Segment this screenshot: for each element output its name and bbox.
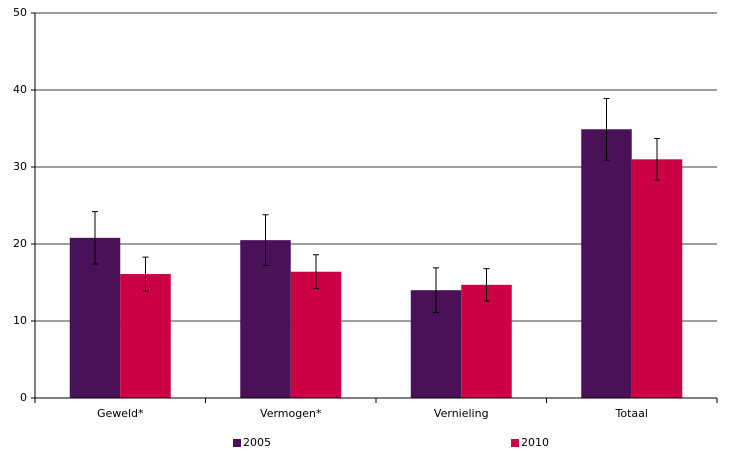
error-bar xyxy=(433,267,439,314)
error-bar xyxy=(92,211,98,265)
bar xyxy=(120,274,171,398)
x-tick-label: Vermogen* xyxy=(260,407,322,420)
bar xyxy=(69,237,121,398)
y-tick-label: 50 xyxy=(13,6,27,19)
error-bar xyxy=(483,268,490,302)
y-tick-label: 40 xyxy=(13,83,27,96)
legend-label: 2005 xyxy=(243,436,271,449)
y-tick-label: 0 xyxy=(20,391,27,404)
y-tick-label: 30 xyxy=(13,160,27,173)
x-tick-label: Totaal xyxy=(615,407,648,420)
bar xyxy=(581,129,632,398)
bar xyxy=(240,240,291,398)
legend-swatch xyxy=(233,439,241,447)
error-bar xyxy=(313,254,319,290)
x-tick-label: Vernieling xyxy=(434,407,489,420)
y-tick-label: 20 xyxy=(13,237,27,250)
bar xyxy=(461,284,512,398)
bar xyxy=(290,271,342,398)
bar xyxy=(631,159,683,398)
y-tick-label: 10 xyxy=(13,314,27,327)
error-bar xyxy=(262,214,269,267)
error-bar xyxy=(654,138,660,181)
error-bar xyxy=(142,256,149,292)
legend-label: 2010 xyxy=(521,436,549,449)
x-tick-label: Geweld* xyxy=(97,407,144,420)
legend-swatch xyxy=(511,439,519,447)
error-bar xyxy=(603,97,610,161)
